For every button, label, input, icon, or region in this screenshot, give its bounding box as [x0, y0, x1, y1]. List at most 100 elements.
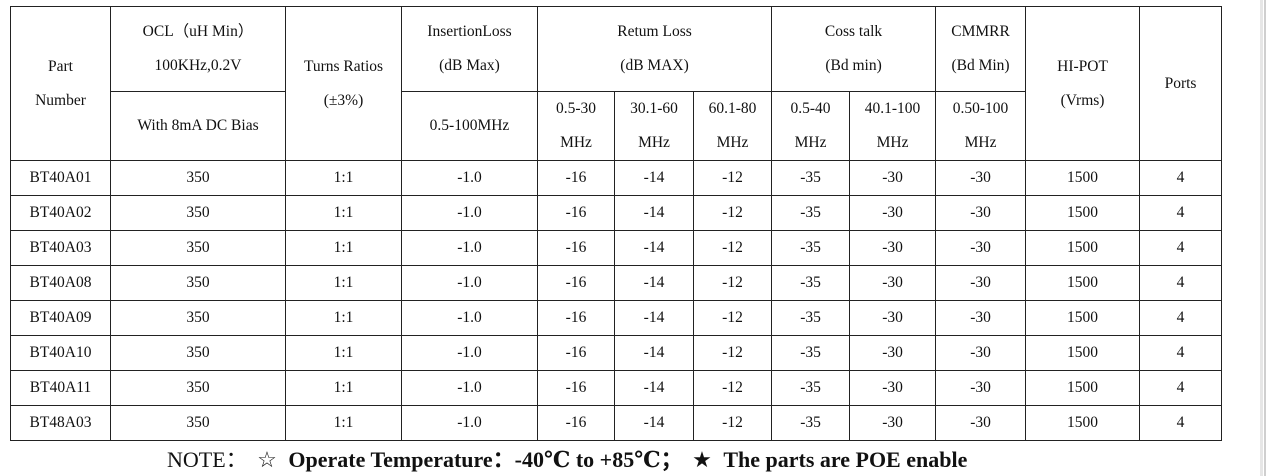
cell-cross-talk-1: -35: [771, 195, 851, 231]
cell-cross-talk-1: -35: [771, 300, 851, 336]
cell-return-loss-1: -16: [537, 230, 615, 266]
cell-return-loss-3: -12: [692, 230, 773, 266]
header-return-range-1: 0.5-30 MHz: [537, 91, 615, 161]
cell-ports: 4: [1139, 160, 1223, 196]
cell-return-loss-1: -16: [537, 160, 615, 196]
cell-return-loss-3: -12: [692, 335, 773, 371]
table-row: BT40A01 350 1:1 -1.0 -16 -14 -12 -35 -30 -30 1500 4: [10, 160, 1223, 196]
note-prefix: NOTE：: [167, 447, 248, 472]
cell-turns-ratio: 1:1: [285, 300, 402, 336]
cell-cross-talk-2: -30: [849, 300, 937, 336]
cell-return-loss-1: -16: [537, 300, 615, 336]
cell-ports: 4: [1139, 265, 1223, 301]
cell-return-loss-2: -14: [614, 160, 694, 196]
cell-insertion-loss: -1.0: [401, 160, 538, 196]
cell-return-loss-1: -16: [537, 405, 615, 441]
cell-return-loss-3: -12: [692, 370, 773, 406]
cell-ocl: 350: [110, 370, 286, 406]
cell-ports: 4: [1139, 195, 1223, 231]
cell-cmmrr: -30: [935, 160, 1027, 196]
outline-star-icon: ☆: [257, 447, 277, 472]
note-temperature: Operate Temperature：-40℃ to +85℃；: [288, 447, 683, 472]
header-return-range-3: 60.1-80 MHz: [692, 91, 773, 161]
table-body: BT40A01 350 1:1 -1.0 -16 -14 -12 -35 -30 -30 1500 4…: [10, 160, 1223, 441]
header-turns-ratio: Turns Ratios (±3%): [285, 6, 402, 161]
cell-part-number: BT40A03: [10, 230, 111, 266]
header-cmmrr-range: 0.50-100 MHz: [935, 91, 1027, 161]
cell-return-loss-2: -14: [614, 265, 694, 301]
header-cmmrr: CMMRR (Bd Min): [935, 6, 1027, 92]
cell-return-loss-3: -12: [692, 405, 773, 441]
page-edge: [1260, 0, 1263, 476]
header-part-number: Part Number: [10, 6, 111, 161]
cell-hipot: 1500: [1025, 300, 1141, 336]
cell-cross-talk-2: -30: [849, 195, 937, 231]
header-hipot: HI-POT (Vrms): [1025, 6, 1141, 161]
cell-ocl: 350: [110, 300, 286, 336]
cell-cmmrr: -30: [935, 265, 1027, 301]
cell-turns-ratio: 1:1: [285, 265, 402, 301]
header-insertion-range: 0.5-100MHz: [401, 91, 538, 161]
cell-insertion-loss: -1.0: [401, 335, 538, 371]
cell-return-loss-3: -12: [692, 265, 773, 301]
cell-cross-talk-2: -30: [849, 230, 937, 266]
cell-turns-ratio: 1:1: [285, 405, 402, 441]
cell-return-loss-1: -16: [537, 195, 615, 231]
solid-star-icon: ★: [692, 447, 712, 472]
cell-hipot: 1500: [1025, 405, 1141, 441]
cell-ocl: 350: [110, 335, 286, 371]
header-ports: Ports: [1139, 6, 1223, 161]
cell-ocl: 350: [110, 265, 286, 301]
cell-cross-talk-1: -35: [771, 230, 851, 266]
cell-return-loss-2: -14: [614, 300, 694, 336]
cell-turns-ratio: 1:1: [285, 370, 402, 406]
header-return-range-2: 30.1-60 MHz: [614, 91, 694, 161]
cell-insertion-loss: -1.0: [401, 230, 538, 266]
cell-return-loss-3: -12: [692, 160, 773, 196]
cell-insertion-loss: -1.0: [401, 265, 538, 301]
cell-ports: 4: [1139, 370, 1223, 406]
table-row: BT40A02 350 1:1 -1.0 -16 -14 -12 -35 -30 -30 1500 4: [10, 195, 1223, 231]
cell-part-number: BT40A10: [10, 335, 111, 371]
cell-return-loss-2: -14: [614, 370, 694, 406]
spec-table: Part Number OCL（uH Min） 100KHz,0.2V Turn…: [10, 6, 1223, 441]
cell-return-loss-2: -14: [614, 335, 694, 371]
footnote: NOTE： ☆ Operate Temperature：-40℃ to +85℃…: [167, 442, 967, 474]
cell-return-loss-1: -16: [537, 265, 615, 301]
cell-cross-talk-2: -30: [849, 265, 937, 301]
cell-part-number: BT40A02: [10, 195, 111, 231]
cell-ports: 4: [1139, 300, 1223, 336]
cell-return-loss-1: -16: [537, 370, 615, 406]
cell-insertion-loss: -1.0: [401, 300, 538, 336]
cell-hipot: 1500: [1025, 195, 1141, 231]
cell-return-loss-2: -14: [614, 230, 694, 266]
header-cross-talk: Coss talk (Bd min): [771, 6, 937, 92]
table-row: BT40A10 350 1:1 -1.0 -16 -14 -12 -35 -30 -30 1500 4: [10, 335, 1223, 371]
cell-turns-ratio: 1:1: [285, 195, 402, 231]
cell-return-loss-2: -14: [614, 195, 694, 231]
cell-cmmrr: -30: [935, 335, 1027, 371]
cell-part-number: BT40A11: [10, 370, 111, 406]
cell-return-loss-2: -14: [614, 405, 694, 441]
cell-ocl: 350: [110, 230, 286, 266]
cell-cmmrr: -30: [935, 405, 1027, 441]
cell-ocl: 350: [110, 160, 286, 196]
cell-hipot: 1500: [1025, 370, 1141, 406]
cell-hipot: 1500: [1025, 230, 1141, 266]
cell-part-number: BT40A01: [10, 160, 111, 196]
cell-part-number: BT40A08: [10, 265, 111, 301]
cell-ports: 4: [1139, 230, 1223, 266]
cell-ports: 4: [1139, 405, 1223, 441]
table-header: Part Number OCL（uH Min） 100KHz,0.2V Turn…: [10, 6, 1223, 161]
header-cross-range-1: 0.5-40 MHz: [771, 91, 851, 161]
note-poe: The parts are POE enable: [723, 447, 968, 472]
table-row: BT40A08 350 1:1 -1.0 -16 -14 -12 -35 -30 -30 1500 4: [10, 265, 1223, 301]
header-return-loss: Retum Loss (dB MAX): [536, 6, 773, 92]
cell-insertion-loss: -1.0: [401, 405, 538, 441]
cell-cross-talk-1: -35: [771, 405, 851, 441]
header-insertion-loss: InsertionLoss (dB Max): [401, 6, 538, 92]
cell-cmmrr: -30: [935, 300, 1027, 336]
table-row: BT40A09 350 1:1 -1.0 -16 -14 -12 -35 -30 -30 1500 4: [10, 300, 1223, 336]
cell-part-number: BT40A09: [10, 300, 111, 336]
cell-cross-talk-1: -35: [771, 335, 851, 371]
